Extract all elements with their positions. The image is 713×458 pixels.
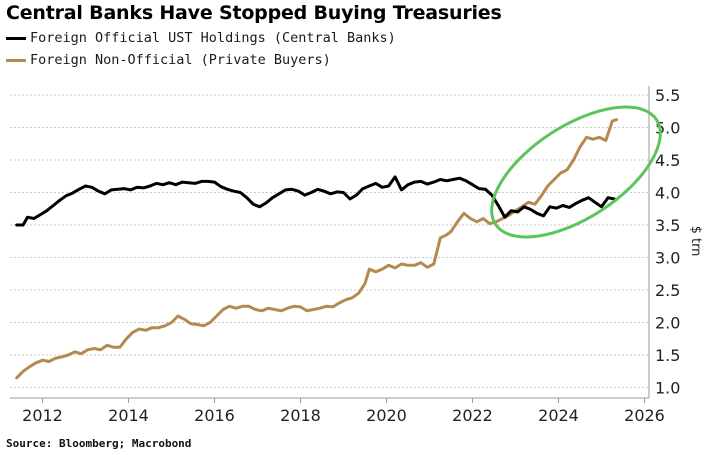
series-line-official bbox=[15, 175, 616, 227]
legend-item-official: Foreign Official UST Holdings (Central B… bbox=[6, 30, 396, 46]
y-tick-label: 1.0 bbox=[655, 379, 680, 398]
x-tick-label: 2020 bbox=[366, 406, 407, 425]
x-ticks: 2012 2014 2016 2018 2020 2022 2024 2026 bbox=[22, 398, 665, 425]
legend-swatch-official bbox=[6, 36, 26, 40]
highlight-ellipse bbox=[490, 105, 662, 239]
x-tick-label: 2016 bbox=[194, 406, 235, 425]
x-tick-label: 2018 bbox=[280, 406, 321, 425]
x-tick-label: 2026 bbox=[624, 406, 665, 425]
series-lines bbox=[15, 118, 618, 380]
x-tick-label: 2024 bbox=[538, 406, 579, 425]
x-tick-label: 2014 bbox=[108, 406, 149, 425]
y-tick-label: 2.0 bbox=[655, 314, 680, 333]
y-axis-label: $ trn bbox=[688, 226, 703, 257]
y-tick-label: 3.0 bbox=[655, 249, 680, 268]
gridlines bbox=[10, 94, 649, 388]
y-tick-label: 1.5 bbox=[655, 346, 680, 365]
y-tick-label: 3.5 bbox=[655, 216, 680, 235]
source-note: Source: Bloomberg; Macrobond bbox=[6, 437, 192, 450]
series-line-private bbox=[15, 118, 618, 380]
x-tick-label: 2012 bbox=[22, 406, 63, 425]
y-tick-label: 2.5 bbox=[655, 281, 680, 300]
legend-item-private: Foreign Non-Official (Private Buyers) bbox=[6, 52, 331, 68]
legend-label-private: Foreign Non-Official (Private Buyers) bbox=[30, 52, 331, 68]
y-tick-label: 4.0 bbox=[655, 184, 680, 203]
legend-label-official: Foreign Official UST Holdings (Central B… bbox=[30, 30, 396, 46]
y-tick-label: 4.5 bbox=[655, 151, 680, 170]
y-tick-label: 5.5 bbox=[655, 86, 680, 105]
x-tick-label: 2022 bbox=[452, 406, 493, 425]
chart-title: Central Banks Have Stopped Buying Treasu… bbox=[6, 2, 502, 24]
legend-swatch-private bbox=[6, 58, 26, 62]
